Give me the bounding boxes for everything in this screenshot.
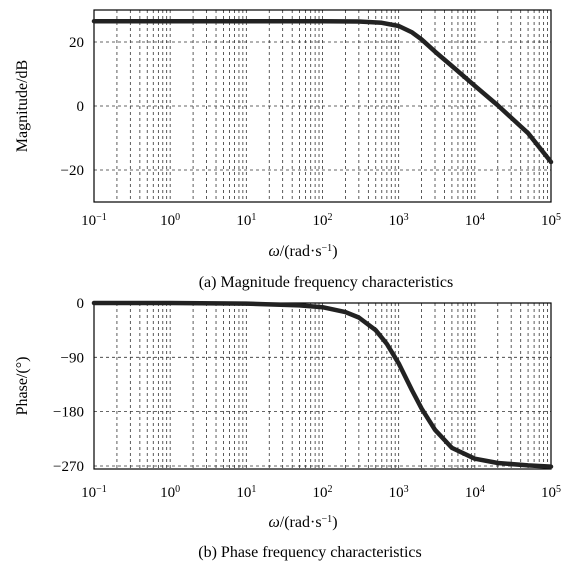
phase-grid (94, 302, 551, 469)
magnitude-y-tick-label: 20 (69, 35, 84, 51)
magnitude-x-tick-label: 104 (465, 212, 485, 230)
magnitude-caption: (a) Magnitude frequency characteristics (199, 274, 454, 291)
magnitude-plot-frame (93, 9, 552, 203)
phase-x-tick-label: 102 (313, 484, 333, 502)
magnitude-curve (91, 18, 554, 165)
magnitude-x-tick-label: 105 (541, 212, 561, 230)
phase-x-ticks: 10−1 100 101 102 103 104 105 (81, 484, 561, 502)
magnitude-grid (94, 10, 551, 202)
phase-plot-frame (93, 302, 552, 470)
phase-caption: (b) Phase frequency characteristics (198, 544, 421, 561)
magnitude-x-tick-label: 10−1 (81, 212, 107, 230)
magnitude-x-ticks: 10−1 100 101 102 103 104 105 (81, 212, 561, 230)
phase-y-tick-label: −90 (61, 350, 84, 366)
phase-panel: 0 −90 −180 −270 10−1 100 101 102 103 104 105 Phas… (14, 296, 561, 561)
magnitude-x-tick-label: 102 (313, 212, 333, 230)
phase-y-tick-label: −180 (53, 405, 84, 421)
magnitude-x-axis-label: ω/(rad·s−1) (268, 243, 337, 261)
magnitude-y-ticks: 20 0 −20 (61, 35, 84, 179)
magnitude-x-tick-label: 101 (236, 212, 256, 230)
phase-x-tick-label: 104 (465, 484, 485, 502)
phase-y-axis-label: Phase/(°) (14, 357, 31, 416)
magnitude-y-tick-label: −20 (61, 163, 84, 179)
magnitude-y-axis-label: Magnitude/dB (14, 60, 31, 152)
phase-x-axis-label: ω/(rad·s−1) (268, 514, 337, 532)
phase-y-tick-label: 0 (77, 296, 85, 312)
phase-x-tick-label: 103 (389, 484, 409, 502)
phase-x-tick-label: 10−1 (81, 484, 107, 502)
phase-y-ticks: 0 −90 −180 −270 (53, 296, 84, 475)
phase-x-tick-label: 105 (541, 484, 561, 502)
magnitude-x-tick-label: 103 (389, 212, 409, 230)
phase-x-tick-label: 100 (160, 484, 180, 502)
phase-x-tick-label: 101 (236, 484, 256, 502)
phase-curve (91, 300, 554, 469)
magnitude-x-tick-label: 100 (160, 212, 180, 230)
phase-y-tick-label: −270 (53, 459, 84, 475)
magnitude-panel: 20 0 −20 10−1 100 101 102 103 104 105 Magnitude/… (14, 9, 561, 291)
magnitude-y-tick-label: 0 (77, 99, 85, 115)
